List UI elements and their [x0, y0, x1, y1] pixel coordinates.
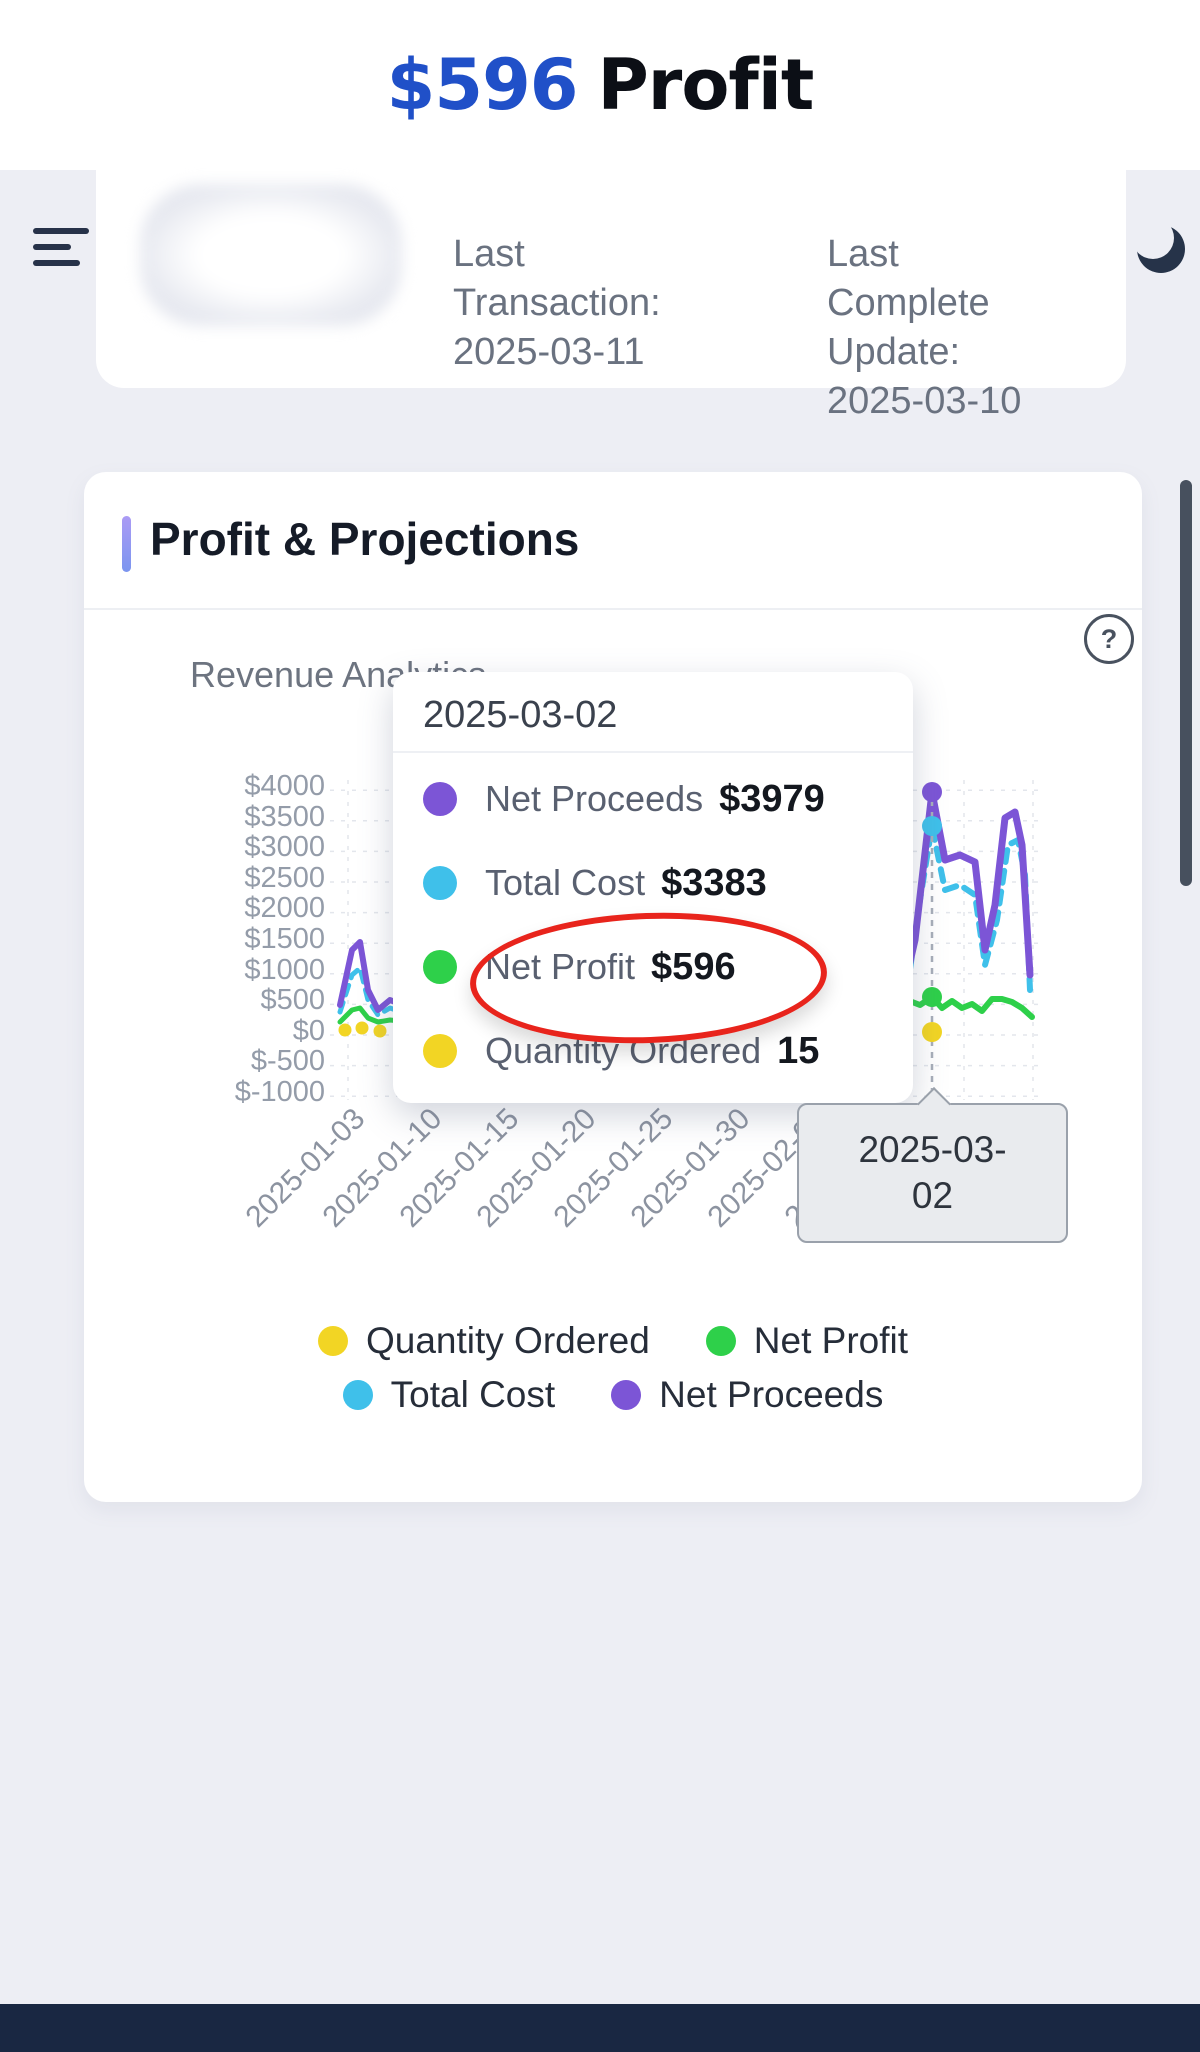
legend-dot-icon — [705, 1326, 736, 1356]
total-cost-point — [922, 816, 942, 836]
card-title: Profit & Projections — [150, 513, 580, 565]
legend-dot-icon — [317, 1326, 348, 1356]
bottom-nav-bar — [0, 2004, 1200, 2052]
legend-net-proceeds[interactable]: Net Proceeds — [611, 1374, 883, 1416]
x-axis-tooltip: 2025-03- 02 — [797, 1103, 1068, 1243]
dark-mode-toggle[interactable] — [1132, 217, 1190, 278]
last-update-label: Last Complete Update: — [827, 233, 990, 373]
last-update-value: 2025-03-10 — [827, 380, 1022, 422]
quantity-ordered-dot-icon — [423, 1034, 457, 1068]
hero-profit-label: Profit — [597, 44, 815, 126]
hero-profit-amount: $596 — [386, 44, 579, 126]
net-profit-point — [922, 987, 942, 1007]
chart-tooltip: 2025-03-02 Net Proceeds $3979 Total Cost… — [393, 672, 913, 1103]
net-proceeds-point — [922, 782, 942, 802]
tooltip-row-total-cost: Total Cost $3383 — [423, 841, 883, 925]
last-transaction: Last Transaction: 2025-03-11 — [453, 230, 725, 377]
y-axis-labels: $4000 $3500 $3000 $2500 $2000 $1500 $100… — [234, 770, 325, 1108]
last-transaction-label: Last Transaction: — [453, 233, 661, 324]
menu-button[interactable] — [33, 228, 91, 272]
net-proceeds-dot-icon — [423, 782, 457, 816]
tooltip-row-net-profit: Net Profit $596 — [423, 925, 883, 1009]
blurred-logo — [140, 184, 402, 326]
title-accent-bar — [122, 516, 131, 572]
legend-net-profit[interactable]: Net Profit — [705, 1320, 908, 1362]
tooltip-date: 2025-03-02 — [393, 672, 913, 753]
help-button[interactable]: ? — [1084, 614, 1134, 664]
tooltip-row-net-proceeds: Net Proceeds $3979 — [423, 757, 883, 841]
divider — [84, 608, 1142, 610]
last-complete-update: Last Complete Update: 2025-03-10 — [827, 230, 1033, 426]
hamburger-icon — [33, 228, 89, 234]
legend-dot-icon — [611, 1380, 642, 1410]
app-screenshot: Last Transaction: 2025-03-11 Last Comple… — [0, 170, 1200, 2004]
scrollbar[interactable] — [1180, 480, 1192, 886]
moon-icon — [1132, 217, 1185, 273]
profit-projections-card: Profit & Projections ? Revenue Analytics… — [84, 472, 1142, 1502]
chart-legend: Quantity Ordered Net Profit Total Cost N… — [84, 1320, 1142, 1416]
total-cost-dot-icon — [423, 866, 457, 900]
hero-title: $596 Profit — [0, 0, 1200, 170]
last-transaction-value: 2025-03-11 — [453, 331, 645, 373]
legend-quantity-ordered[interactable]: Quantity Ordered — [317, 1320, 650, 1362]
legend-dot-icon — [342, 1380, 373, 1410]
net-profit-dot-icon — [423, 950, 457, 984]
tooltip-row-quantity-ordered: Quantity Ordered 15 — [423, 1009, 883, 1093]
legend-total-cost[interactable]: Total Cost — [342, 1374, 555, 1416]
quantity-ordered-point — [922, 1022, 942, 1042]
